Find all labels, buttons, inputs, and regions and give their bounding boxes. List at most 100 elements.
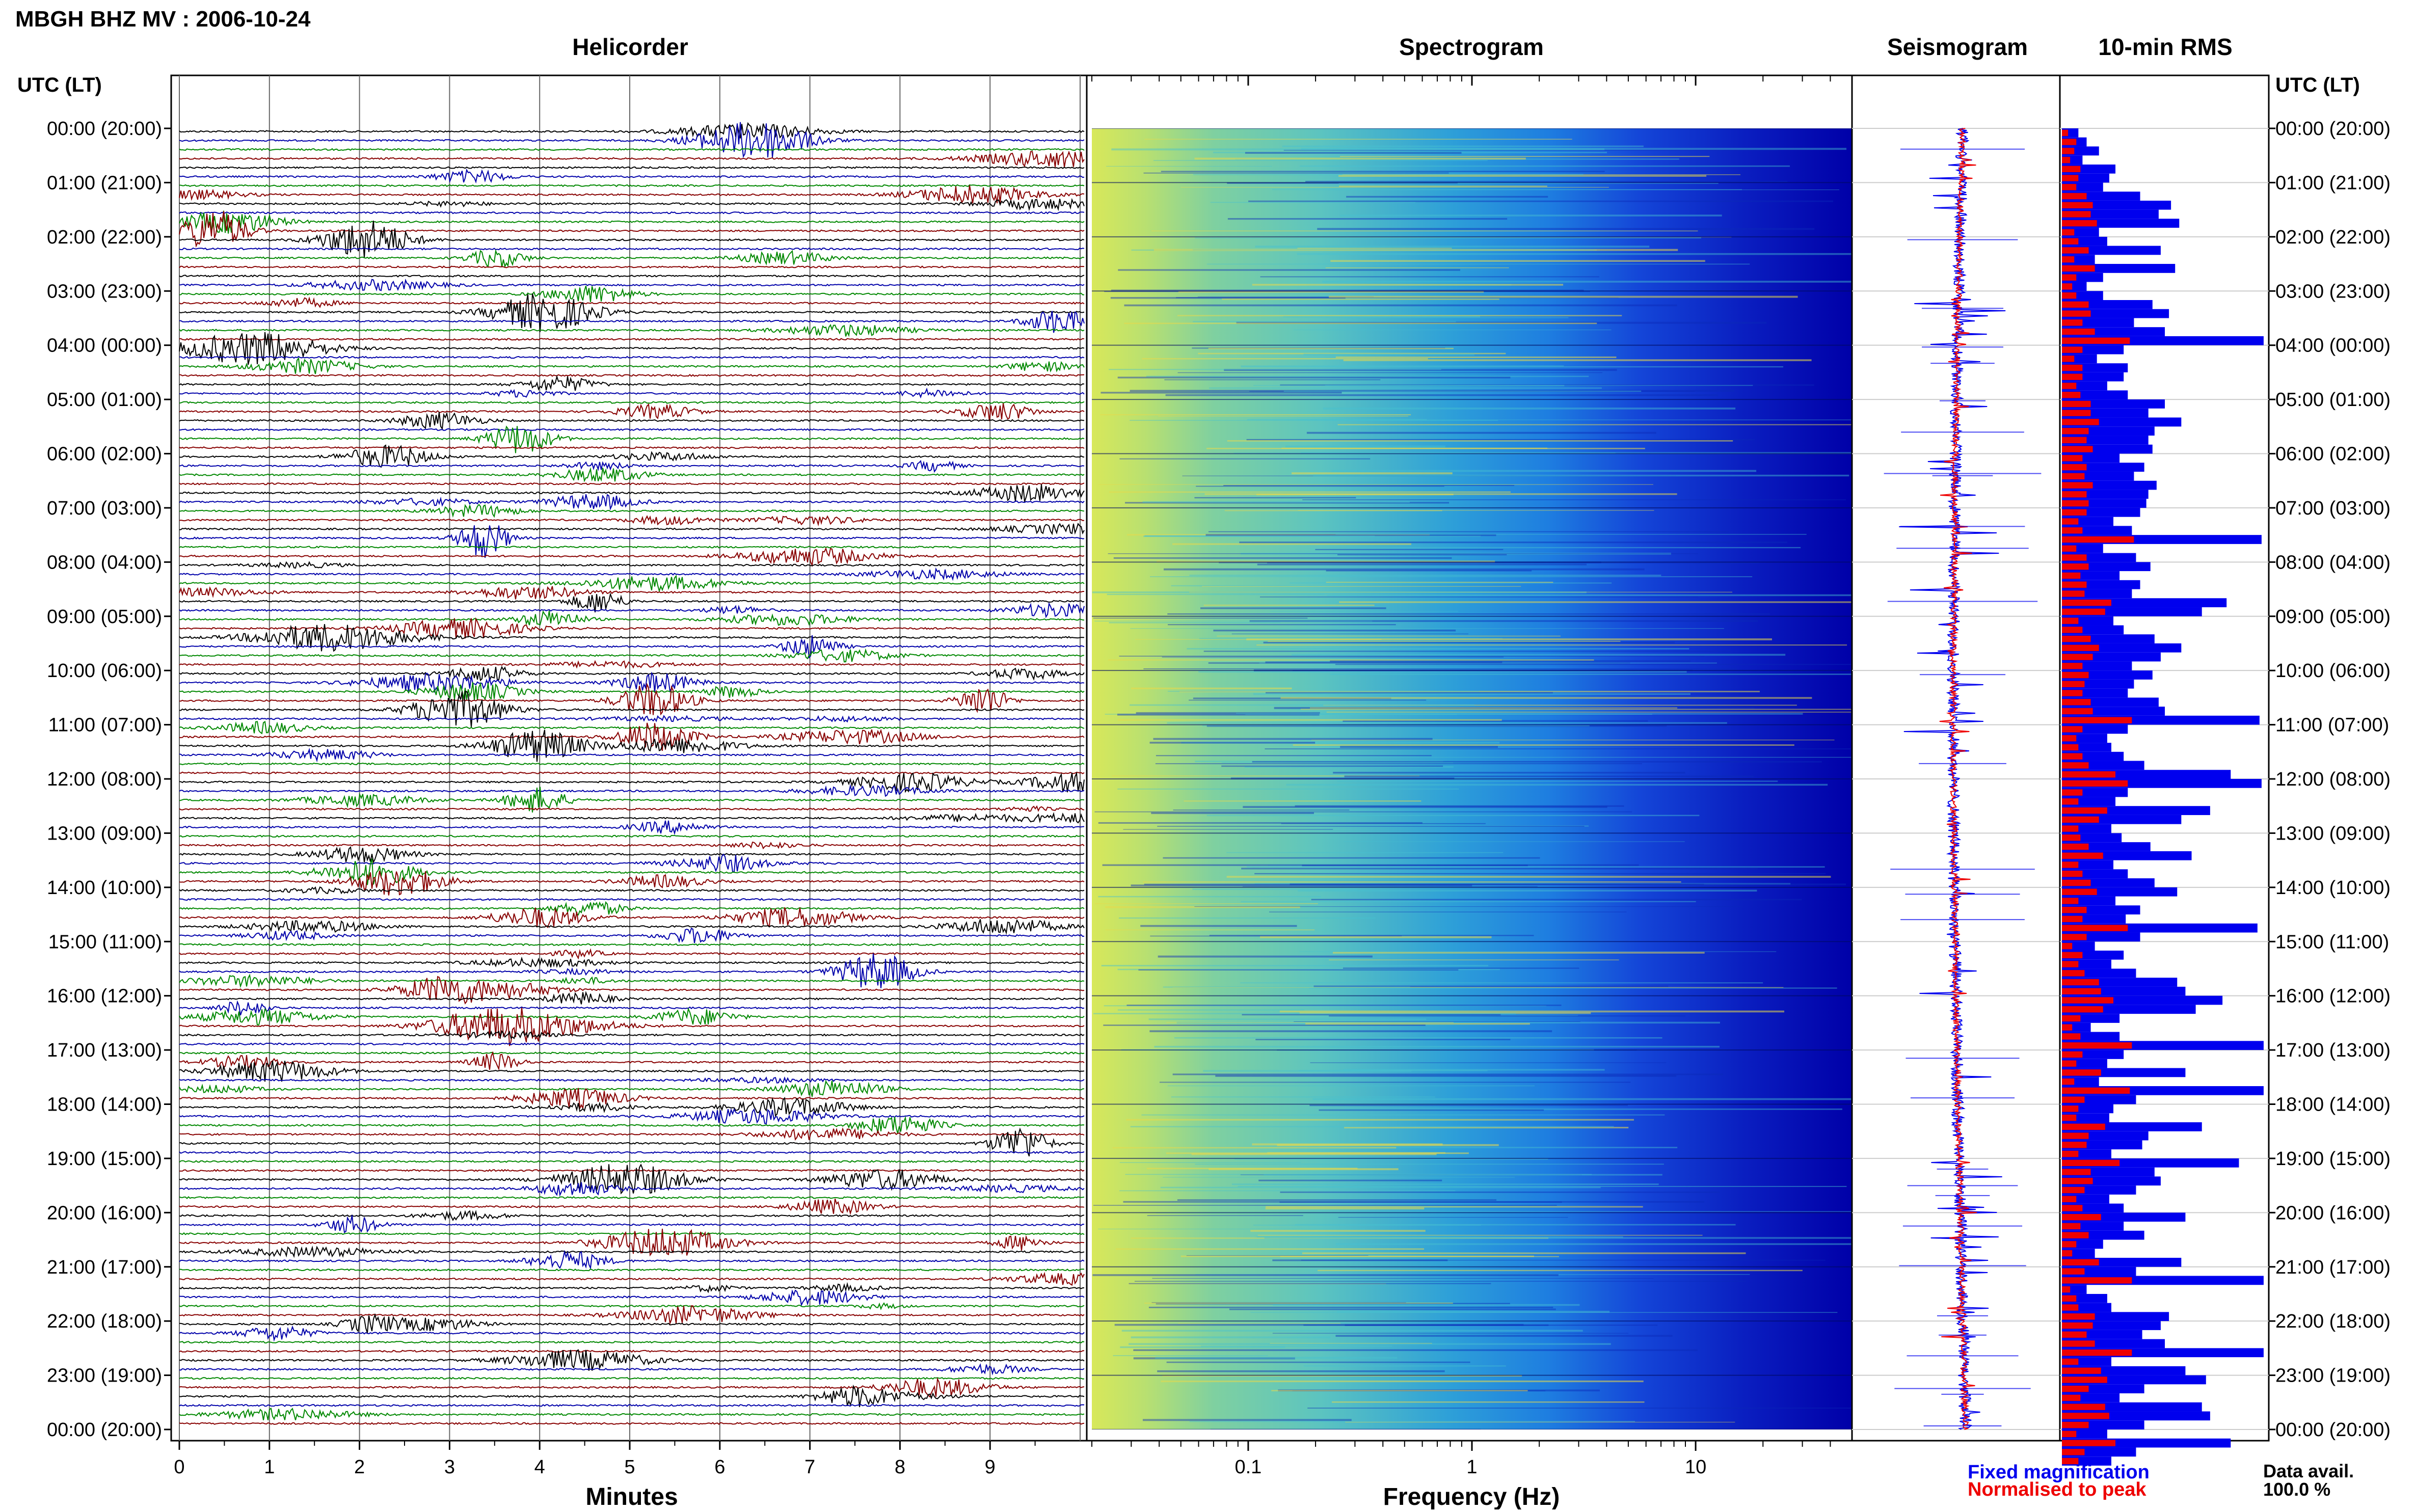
rms-bar-normalised [2062, 328, 2095, 335]
rms-bar-normalised [2062, 1449, 2085, 1455]
helicorder-trace [179, 1000, 1085, 1016]
helicorder-trace [179, 198, 1085, 211]
spectrogram-streak [1292, 654, 1786, 656]
row-label-right: 17:00 (13:00) [2275, 1040, 2391, 1061]
spectrogram-streak [1126, 1119, 1634, 1121]
rms-bar-normalised [2062, 1060, 2077, 1067]
helicorder-trace [179, 338, 1085, 341]
rms-bar-normalised [2062, 148, 2075, 154]
spectrogram-streak [1131, 884, 1472, 887]
spectrogram-streak [1191, 1153, 1437, 1155]
rms-bar-normalised [2062, 500, 2089, 507]
spectrogram-streak [1196, 485, 1444, 487]
spectrogram-streak [1241, 366, 1784, 368]
spectrogram-streak [1109, 622, 1280, 624]
spectrogram-streak [1336, 1243, 1852, 1245]
spectrogram-streak [1143, 535, 1375, 537]
rms-bar-normalised [2062, 834, 2081, 841]
spectrogram-streak [1226, 876, 1831, 878]
spectrogram-streak [1111, 148, 1605, 151]
helicorder-trace [179, 771, 1085, 775]
rms-bar-normalised [2062, 879, 2091, 886]
helicorder-x-tick-label: 1 [264, 1456, 275, 1478]
spectrogram-streak [1339, 1211, 1852, 1212]
rms-bar-normalised [2062, 581, 2087, 588]
spectrogram-streak [1247, 419, 1427, 421]
spectrogram-streaks [1092, 128, 1852, 1429]
row-label-right: 01:00 (21:00) [2275, 172, 2391, 194]
rms-bar-normalised [2062, 509, 2087, 516]
spectrogram-streak [1267, 1152, 1445, 1154]
spectrogram-streak [1337, 424, 1852, 425]
spectrogram-streak [1177, 372, 1603, 373]
helicorder-trace [179, 1097, 1085, 1117]
rms-bar-normalised [2062, 1277, 2132, 1284]
spectrogram-streak [1094, 811, 1632, 813]
helicorder-trace [179, 211, 1085, 248]
rms-bar-normalised [2062, 1087, 2130, 1094]
helicorder-trace [179, 784, 1085, 797]
helicorder-trace [179, 1403, 1085, 1407]
helicorder-trace [179, 523, 1085, 535]
helicorder-trace [179, 467, 1085, 482]
spectrogram-streak [1136, 712, 1320, 714]
helicorder-trace [179, 1250, 1085, 1270]
helicorder-trace [179, 411, 1085, 430]
spectrogram-streak [1333, 772, 1685, 774]
row-label-left: 03:00 (23:00) [47, 281, 162, 302]
spectrogram-streak [1307, 1147, 1678, 1148]
spectrogram-streak [1309, 987, 1837, 989]
spectrogram-streak [1305, 1023, 1530, 1025]
spectrogram-streak [1144, 1302, 1453, 1304]
spectrogram-streak [1119, 458, 1371, 460]
helicorder-trace [179, 682, 1085, 700]
spectrogram-streak [1130, 390, 1734, 392]
rms-bar-normalised [2062, 1159, 2120, 1166]
spectrogram-streak [1221, 765, 1443, 767]
spectrogram-streak [1280, 1191, 1720, 1193]
spectrogram-x-tick-label: 0.1 [1235, 1456, 1262, 1478]
helicorder-trace [179, 1051, 1085, 1055]
spectrogram-streak [1167, 613, 1770, 615]
rms-bar-normalised [2062, 1385, 2089, 1392]
spectrogram-streak [1198, 670, 1687, 673]
spectrogram-streak [1131, 1237, 1549, 1239]
rms-bar-normalised [2062, 798, 2079, 805]
spectrogram-streak [1339, 214, 1722, 217]
spectrogram-streak [1160, 1186, 1601, 1189]
spectrogram-title: Spectrogram [1399, 34, 1544, 60]
spectrogram-streak [1345, 1324, 1549, 1326]
spectrogram-streak [1117, 719, 1502, 721]
helicorder-trace [179, 296, 1085, 308]
spectrogram-streak [1300, 709, 1852, 710]
helicorder-trace [179, 1127, 1084, 1157]
rms-bar-normalised [2062, 617, 2079, 624]
spectrogram-streak [1195, 237, 1702, 239]
spectrogram-streak [1273, 1304, 1580, 1306]
rms-bar-normalised [2062, 852, 2103, 859]
helicorder-trace [179, 1340, 1085, 1344]
row-label-right: 05:00 (01:00) [2275, 389, 2391, 411]
spectrogram-streak [1303, 1325, 1658, 1326]
row-label-right: 13:00 (09:00) [2275, 823, 2391, 844]
helicorder-trace [179, 1268, 1085, 1272]
spectrogram-streak [1168, 624, 1396, 626]
spectrogram-streak [1142, 1419, 1352, 1421]
helicorder-trace [179, 575, 1085, 593]
rms-bar-normalised [2062, 437, 2087, 444]
spectrogram-streak [1144, 535, 1481, 537]
rms-bar-normalised [2062, 1322, 2093, 1329]
spectrogram-streak [1210, 202, 1416, 203]
rms-bar-normalised [2062, 663, 2083, 669]
spectrogram-streak [1103, 1024, 1426, 1026]
spectrogram-streak [1157, 826, 1585, 827]
rms-bar-normalised [2062, 482, 2093, 489]
helicorder-trace [179, 1408, 1085, 1420]
helicorder-x-ticks: 0 1 2 3 4 5 6 7 8 9 [174, 1441, 1036, 1478]
spectrogram-streak [1213, 151, 1607, 153]
spectrogram-streak [1285, 445, 1445, 448]
spectrogram-streak [1189, 575, 1661, 576]
helicorder-x-tick-label: 0 [174, 1456, 184, 1478]
spectrogram-streak [1109, 491, 1511, 493]
helicorder-trace [179, 927, 1085, 943]
